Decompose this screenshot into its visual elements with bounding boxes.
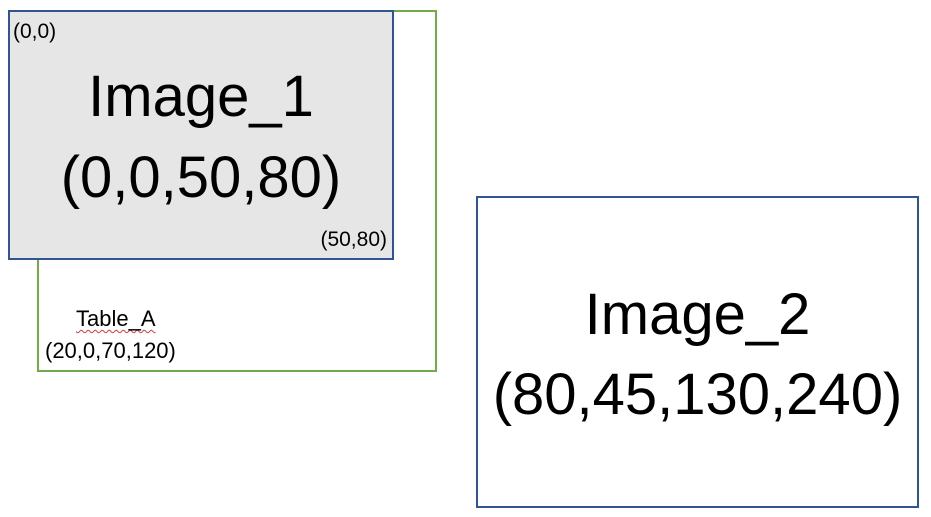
image-1-range: (0,0,50,80)	[60, 145, 342, 210]
image-1-corner-label: (50,80)	[320, 228, 387, 251]
image-1-box: (0,0) Image_1 (0,0,50,80) (50,80)	[8, 10, 394, 260]
image-2-title: Image_2	[584, 282, 811, 347]
image-1-title: Image_1	[88, 64, 314, 129]
image-2-range: (80,45,130,240)	[492, 362, 903, 427]
image-1-origin-label: (0,0)	[13, 20, 57, 43]
table-a-title: Table_A	[76, 306, 156, 331]
table-a-coords: (20,0,70,120)	[45, 338, 176, 363]
image-2-box: Image_2 (80,45,130,240)	[476, 196, 919, 508]
